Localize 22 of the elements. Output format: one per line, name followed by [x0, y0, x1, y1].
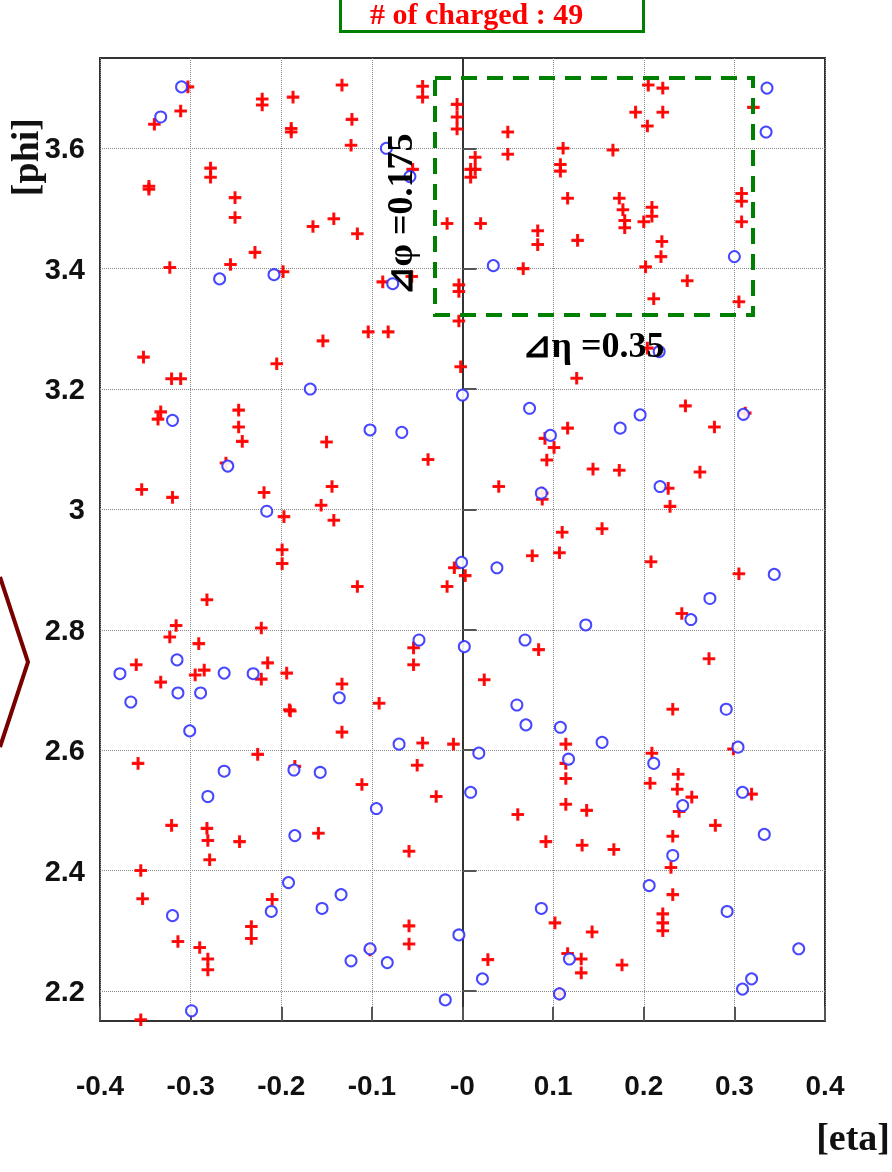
- x-tick-label: -0: [450, 1069, 475, 1101]
- x-tick-label: 0.1: [533, 1069, 573, 1101]
- x-tick-label: -0.4: [75, 1069, 125, 1101]
- x-tick-label: -0.2: [257, 1069, 306, 1101]
- y-tick-label: 3.6: [44, 132, 85, 165]
- x-tick-label: -0.1: [347, 1069, 396, 1101]
- y-tick-label: 3.4: [44, 252, 85, 285]
- annotation: ⊿φ =0.175: [380, 133, 420, 297]
- x-tick-label: 0.2: [624, 1069, 664, 1101]
- y-tick-label: 2.2: [44, 974, 85, 1007]
- y-tick-label: 3.2: [44, 373, 85, 406]
- y-axis-title: [phi]: [4, 117, 46, 197]
- x-axis-title: [eta]: [816, 1116, 891, 1158]
- x-tick-label: 0.4: [805, 1069, 845, 1101]
- x-tick-label: -0.3: [166, 1069, 215, 1101]
- y-tick-label: 2.4: [44, 854, 85, 887]
- y-tick-label: 3: [68, 493, 85, 526]
- chart-title: # of charged : 49: [370, 0, 584, 30]
- y-tick-label: 2.6: [44, 734, 85, 767]
- y-tick-label: 2.8: [44, 613, 85, 646]
- annotation: ⊿η =0.35: [521, 325, 665, 365]
- x-tick-label: 0.3: [714, 1069, 754, 1101]
